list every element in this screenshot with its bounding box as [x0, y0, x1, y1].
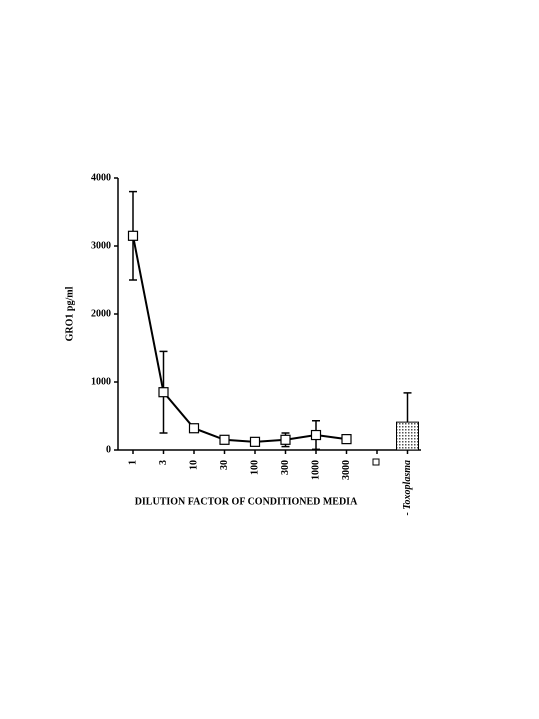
y-tick-label: 1000 — [91, 376, 111, 387]
x-tick-label: 100 — [249, 460, 260, 475]
bar — [396, 421, 419, 451]
point — [158, 387, 169, 398]
x-tick-label: 1 — [127, 460, 138, 465]
symbol — [372, 458, 380, 466]
x-tick-label: 10 — [188, 460, 199, 470]
point — [249, 436, 261, 447]
point — [341, 434, 352, 445]
y-tick-label: 4000 — [91, 172, 111, 183]
y-tick-label: 3000 — [91, 240, 111, 251]
x-tick-label: 3 — [158, 460, 169, 465]
x-tick-label: 1000 — [310, 460, 321, 480]
y-tick-label: 0 — [106, 444, 111, 455]
point — [127, 230, 139, 241]
line — [132, 235, 347, 443]
point — [219, 434, 230, 445]
point — [280, 434, 291, 445]
y-axis-label: GRO1 pg/ml — [64, 286, 75, 341]
x-tick-label: 300 — [280, 460, 291, 475]
x-tick-label: 3000 — [341, 460, 352, 480]
point — [310, 429, 322, 441]
x-tick-label: 30 — [219, 460, 230, 470]
x-tick-label: - Toxoplasma — [402, 460, 413, 515]
point — [188, 423, 200, 434]
y-tick-label: 2000 — [91, 308, 111, 319]
x-axis-label: DILUTION FACTOR OF CONDITIONED MEDIA — [135, 496, 358, 507]
